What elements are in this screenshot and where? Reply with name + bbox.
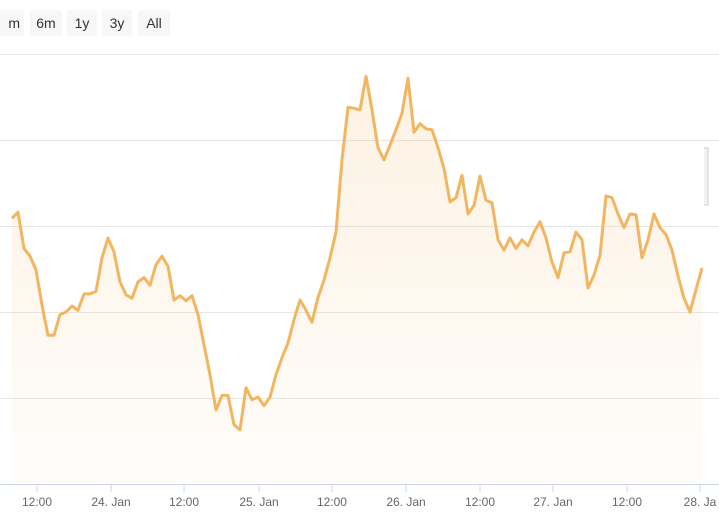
x-tick-label: 12:00 bbox=[612, 495, 642, 509]
x-tick-label: 12:00 bbox=[169, 495, 199, 509]
x-tick-label: 12:00 bbox=[465, 495, 495, 509]
x-tick-label: 12:00 bbox=[317, 495, 347, 509]
range-button[interactable]: 1y bbox=[67, 10, 97, 36]
area-fill bbox=[12, 76, 702, 485]
line bbox=[10, 74, 704, 432]
range-button[interactable]: All bbox=[138, 10, 170, 36]
x-tick-label: 26. Jan bbox=[386, 495, 425, 509]
range-button[interactable]: 6m bbox=[30, 10, 62, 36]
x-tick-label: 12:00 bbox=[22, 495, 52, 509]
range-button[interactable]: m bbox=[0, 10, 24, 36]
x-tick-label: 28. Ja bbox=[684, 495, 717, 509]
navigator-handle bbox=[704, 147, 709, 206]
x-tick-label: 24. Jan bbox=[91, 495, 130, 509]
x-tick-label: 27. Jan bbox=[533, 495, 572, 509]
range-button[interactable]: 3y bbox=[102, 10, 132, 36]
x-tick-label: 25. Jan bbox=[239, 495, 278, 509]
